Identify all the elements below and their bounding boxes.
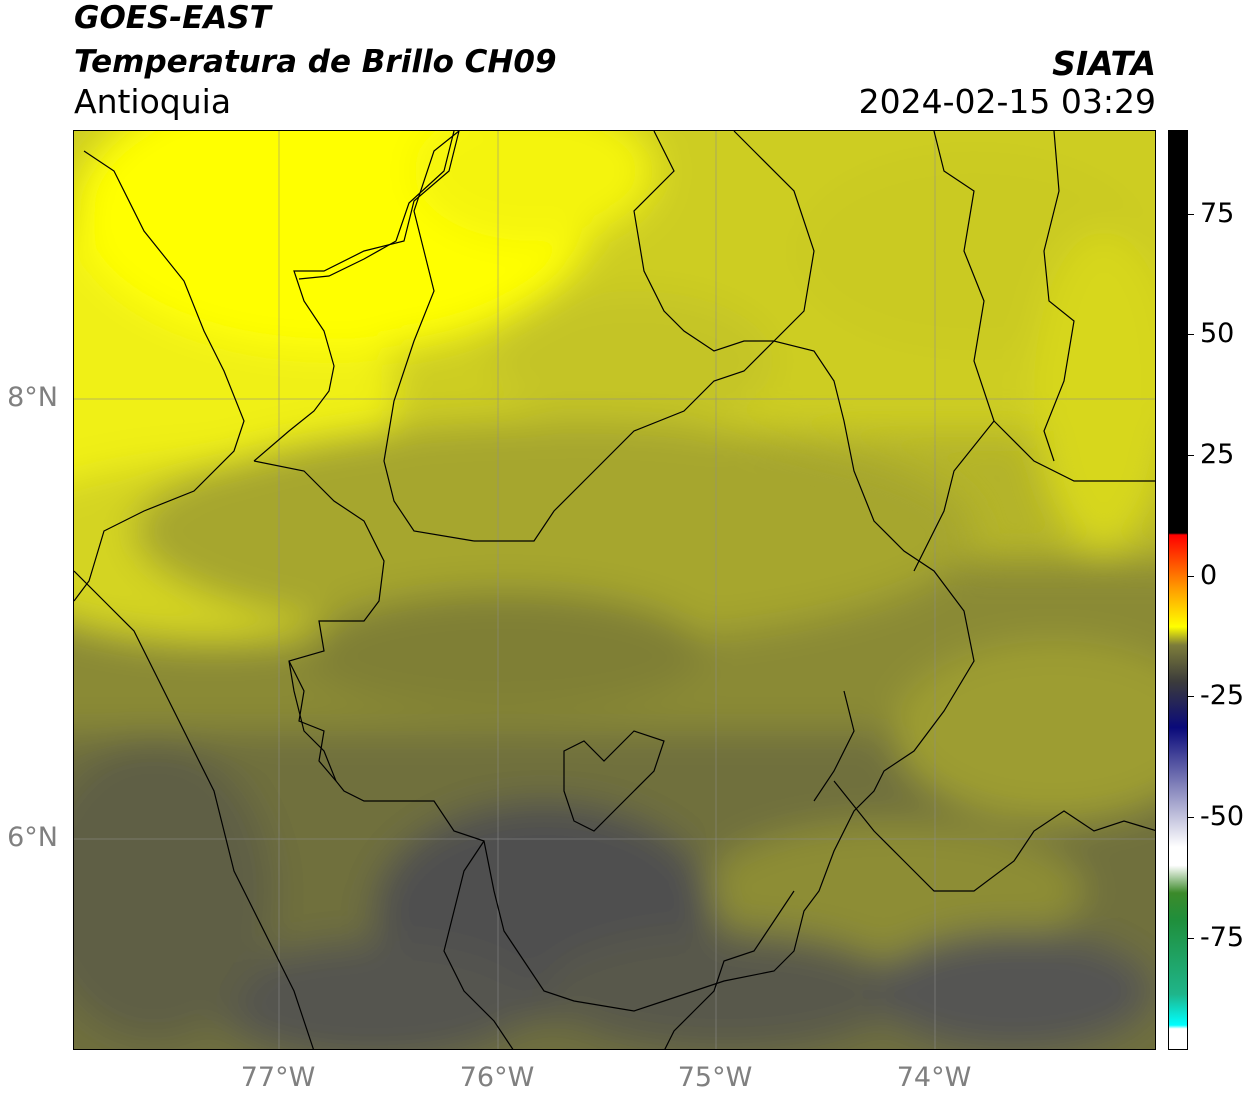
river-path xyxy=(443,840,514,1049)
gulf-coast-inner xyxy=(298,131,455,280)
western-river xyxy=(288,660,337,782)
cbar-label-25: 25 xyxy=(1200,439,1235,470)
cbar-tickmark xyxy=(1188,938,1194,939)
medellin-area xyxy=(563,730,665,832)
caldas-border xyxy=(664,890,795,1049)
bolivar-border xyxy=(633,131,815,352)
cbar-tickmark xyxy=(1188,455,1194,456)
gulf-coast xyxy=(253,131,460,462)
temperature-field xyxy=(74,131,1155,1049)
cbar-tickmark xyxy=(1188,214,1194,215)
south-border xyxy=(833,780,1155,892)
magdalena-path xyxy=(813,690,855,802)
region-title: Antioquia xyxy=(74,82,232,121)
lon-label-74w: 74°W xyxy=(896,1062,972,1093)
cbar-label-75: 75 xyxy=(1200,198,1235,229)
cbar-tickmark xyxy=(1188,576,1194,577)
temperature-map xyxy=(73,130,1156,1050)
product-title: Temperatura de Brillo CH09 xyxy=(74,44,557,80)
lon-label-77w: 77°W xyxy=(240,1062,316,1093)
lon-label-76w: 76°W xyxy=(459,1062,535,1093)
lat-label-8n: 8°N xyxy=(7,382,58,413)
colorbar xyxy=(1168,130,1188,1050)
cbar-label-50: 50 xyxy=(1200,318,1235,349)
cordoba-border xyxy=(383,131,475,542)
cbar-label-minus25: -25 xyxy=(1200,680,1245,711)
satellite-title: GOES-EAST xyxy=(74,0,271,36)
choco-border xyxy=(74,570,314,1049)
lat-label-6n: 6°N xyxy=(7,822,58,853)
timestamp-label: 2024-02-15 03:29 xyxy=(858,82,1156,121)
cbar-label-minus50: -50 xyxy=(1200,801,1245,832)
coastline xyxy=(74,150,245,602)
graticule xyxy=(74,131,1155,1049)
antioquia-border xyxy=(253,340,975,1012)
lon-label-75w: 75°W xyxy=(677,1062,753,1093)
cbar-tickmark xyxy=(1188,334,1194,335)
north-east-border xyxy=(1043,131,1075,462)
santander-border xyxy=(913,131,995,572)
organization-label: SIATA xyxy=(1052,44,1156,83)
cbar-label-minus75: -75 xyxy=(1200,922,1245,953)
cbar-tickmark xyxy=(1188,817,1194,818)
cbar-label-0: 0 xyxy=(1200,560,1218,591)
cbar-tickmark xyxy=(1188,696,1194,697)
boundary-lines xyxy=(74,131,1155,1049)
east-border xyxy=(993,420,1155,482)
